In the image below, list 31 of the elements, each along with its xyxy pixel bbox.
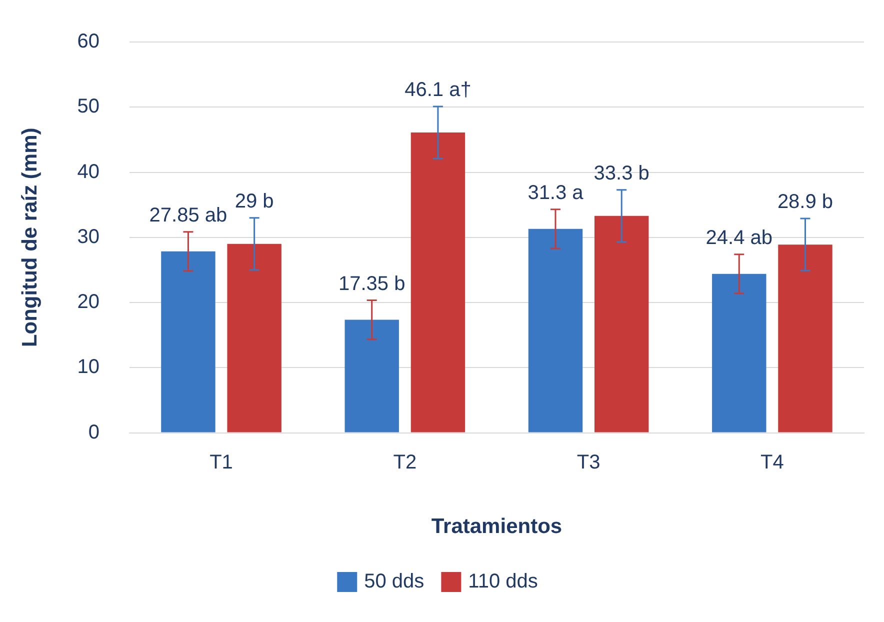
bar xyxy=(344,320,399,432)
bar xyxy=(712,274,766,432)
bar xyxy=(227,244,282,432)
y-tick-label: 30 xyxy=(77,226,100,248)
legend-label: 110 dds xyxy=(468,570,538,593)
legend-label: 50 dds xyxy=(364,570,424,593)
y-tick-label: 50 xyxy=(77,96,100,118)
y-tick-label: 20 xyxy=(77,291,100,314)
y-tick-label: 10 xyxy=(77,356,100,378)
data-label: 29 b xyxy=(234,190,274,212)
x-tick-label: T2 xyxy=(393,451,417,474)
y-tick-label: 60 xyxy=(77,30,100,53)
bar xyxy=(410,132,466,432)
data-label: 24.4 ab xyxy=(706,226,772,249)
y-tick-label: 0 xyxy=(88,421,100,444)
data-label: 31.3 a xyxy=(528,182,584,204)
bar xyxy=(778,244,832,432)
bar xyxy=(161,251,216,432)
data-label: 17.35 b xyxy=(338,272,406,295)
data-label: 33.3 b xyxy=(594,162,650,184)
y-axis-title: Longitud de raíz (mm) xyxy=(18,128,42,348)
x-tick-label: T3 xyxy=(576,451,600,474)
bar xyxy=(528,228,583,432)
x-axis-title: Tratamientos xyxy=(431,515,562,538)
bar xyxy=(594,216,649,432)
x-tick-label: T1 xyxy=(210,451,233,474)
y-tick-label: 40 xyxy=(77,160,100,183)
data-label: 28.9 b xyxy=(777,191,834,214)
data-label: 46.1 a† xyxy=(404,79,472,101)
x-tick-label: T4 xyxy=(760,451,784,474)
data-label: 27.85 ab xyxy=(149,204,228,226)
